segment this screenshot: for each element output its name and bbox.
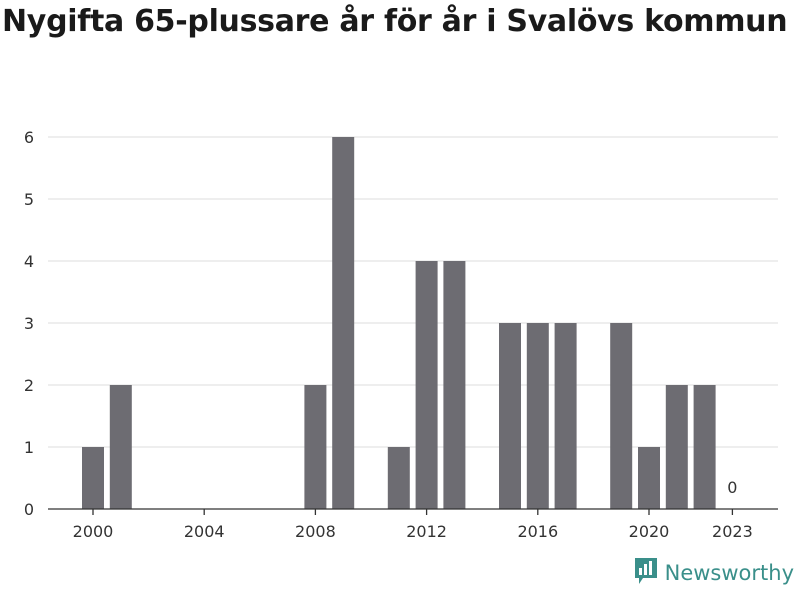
bar-chart-speech-bubble-icon (633, 556, 659, 590)
x-tick-label: 2016 (517, 522, 558, 541)
bar-2008 (304, 385, 327, 509)
bar-2020 (638, 447, 660, 509)
x-tick-label: 2004 (184, 522, 225, 541)
bar-2015 (499, 323, 521, 509)
bar-2001 (109, 385, 132, 509)
y-axis-ticks: 0 1 2 3 4 5 6 (24, 128, 34, 519)
x-axis-ticks: 2000 2004 2008 2012 2016 2020 2023 (73, 509, 753, 541)
bar-2022 (693, 385, 716, 509)
y-tick-label: 4 (24, 252, 34, 271)
y-tick-label: 3 (24, 314, 34, 333)
bar-2021 (665, 385, 688, 509)
brand-name: Newsworthy (664, 561, 794, 585)
bar-2017 (554, 323, 577, 509)
bar-2009 (332, 137, 355, 509)
x-tick-label: 2020 (629, 522, 670, 541)
chart-title: Nygifta 65-plussare år för år i Svalövs … (2, 4, 788, 39)
x-tick-label: 2023 (712, 522, 753, 541)
y-tick-label: 6 (24, 128, 34, 147)
bar-2013 (443, 261, 466, 509)
bars (82, 137, 716, 509)
y-tick-label: 5 (24, 190, 34, 209)
data-label: 0 (727, 478, 737, 497)
bar-2011 (387, 447, 410, 509)
y-tick-label: 1 (24, 438, 34, 457)
y-tick-label: 2 (24, 376, 34, 395)
x-tick-label: 2012 (406, 522, 447, 541)
annotations: 0 (727, 478, 737, 497)
x-tick-label: 2008 (295, 522, 336, 541)
bar-2016 (526, 323, 549, 509)
gridlines (48, 136, 778, 448)
bar-2012 (415, 261, 438, 509)
bar-2019 (610, 323, 633, 509)
newsworthy-logo: Newsworthy (633, 556, 794, 590)
y-tick-label: 0 (24, 500, 34, 519)
x-tick-label: 2000 (73, 522, 114, 541)
bar-2000 (82, 447, 104, 509)
